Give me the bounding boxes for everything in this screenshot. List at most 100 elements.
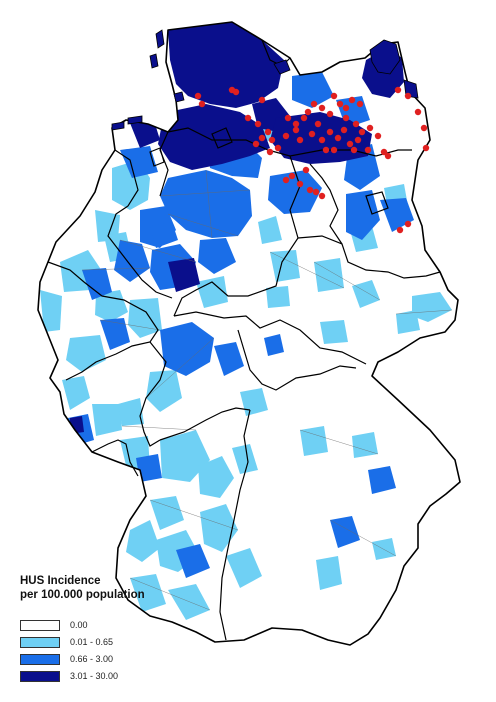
- legend-label: 0.01 - 0.65: [70, 637, 114, 647]
- outbreak-point: [264, 128, 272, 136]
- districts-class-0-01-0-65: [40, 60, 452, 620]
- outbreak-point: [380, 148, 388, 156]
- district-area: [160, 170, 252, 238]
- district-area: [214, 342, 244, 376]
- outbreak-point: [330, 92, 338, 100]
- legend-swatch: [20, 653, 60, 665]
- district-area: [114, 240, 150, 282]
- legend-label: 0.00: [70, 620, 88, 630]
- district-area: [258, 216, 282, 244]
- outbreak-point: [268, 136, 276, 144]
- district-area: [146, 370, 182, 412]
- district-area: [100, 318, 130, 350]
- legend-swatch: [20, 636, 60, 648]
- outbreak-point: [342, 104, 350, 112]
- district-area: [396, 310, 420, 334]
- outbreak-point: [232, 88, 240, 96]
- outbreak-point: [254, 120, 262, 128]
- outbreak-point: [384, 152, 392, 160]
- national-border: [37, 21, 461, 646]
- district-area: [168, 22, 284, 108]
- district-area: [314, 258, 344, 292]
- island: [127, 115, 143, 125]
- outbreak-points: [194, 86, 430, 234]
- outbreak-point: [292, 120, 300, 128]
- district-area: [196, 276, 228, 308]
- city-state-boundary: [365, 191, 389, 215]
- outbreak-point: [358, 128, 366, 136]
- district-area: [158, 104, 270, 170]
- legend-subtitle: per 100.000 population: [20, 589, 145, 601]
- district-area: [118, 398, 144, 426]
- legend-title: HUS Incidence: [20, 575, 101, 587]
- legend-item-3-01-30-00: 3.01 - 30.00: [20, 669, 118, 683]
- state-boundary-line: [139, 341, 167, 447]
- district-area: [128, 298, 162, 338]
- state-boundary-line: [219, 409, 251, 641]
- outbreak-point: [364, 146, 372, 154]
- island: [173, 91, 185, 103]
- state-boundary-line: [159, 407, 251, 441]
- outbreak-point: [336, 100, 344, 108]
- district-area: [168, 258, 200, 292]
- state-boundaries: [47, 39, 441, 641]
- outbreak-point: [252, 140, 260, 148]
- outbreak-point: [314, 120, 322, 128]
- district-area: [226, 548, 262, 588]
- fehmarn-island: [273, 59, 291, 75]
- state-boundary-line: [47, 261, 159, 381]
- outbreak-point: [310, 100, 318, 108]
- district-area: [368, 466, 396, 494]
- outbreak-point: [350, 146, 358, 154]
- outbreak-point: [404, 220, 412, 228]
- outbreak-point: [300, 114, 308, 122]
- district-area: [266, 286, 290, 308]
- outbreak-point: [326, 110, 334, 118]
- outbreak-point: [340, 126, 348, 134]
- outbreak-point: [348, 96, 356, 104]
- outbreak-point: [258, 96, 266, 104]
- district-area: [264, 334, 284, 356]
- district-area: [168, 584, 210, 620]
- outbreak-point: [296, 136, 304, 144]
- district-area: [200, 504, 238, 552]
- north-sea-islands: [111, 29, 185, 131]
- district-area: [150, 222, 178, 248]
- outbreak-point: [342, 114, 350, 122]
- outbreak-point: [330, 146, 338, 154]
- district-area: [352, 432, 378, 458]
- district-area: [120, 146, 158, 178]
- state-boundary-line: [173, 155, 301, 317]
- district-area: [292, 72, 334, 108]
- district-area: [126, 520, 160, 562]
- outbreak-point: [318, 136, 326, 144]
- district-area: [268, 170, 322, 214]
- state-boundary-line: [297, 235, 441, 279]
- outbreak-point: [414, 108, 422, 116]
- outbreak-point: [318, 192, 326, 200]
- outbreak-point: [288, 172, 296, 180]
- state-boundary-line: [173, 311, 367, 365]
- district-area: [198, 238, 236, 274]
- outbreak-point: [302, 166, 310, 174]
- district-area: [300, 426, 328, 456]
- outbreak-point: [322, 146, 330, 154]
- outbreak-point: [404, 92, 412, 100]
- island: [111, 121, 125, 131]
- rugen-island: [369, 39, 401, 75]
- outbreak-point: [306, 186, 314, 194]
- district-area: [160, 322, 214, 376]
- state-boundary-line: [91, 439, 139, 477]
- outbreak-point: [258, 134, 266, 142]
- legend-item-0-01-0-65: 0.01 - 0.65: [20, 635, 113, 649]
- district-area: [66, 335, 106, 372]
- outbreak-point: [422, 144, 430, 152]
- district-area: [320, 320, 348, 344]
- outbreak-point: [352, 120, 360, 128]
- outbreak-point: [374, 132, 382, 140]
- outbreak-point: [296, 180, 304, 188]
- district-area: [130, 574, 166, 612]
- map-legend: HUS Incidence per 100.000 population 0.0…: [20, 574, 220, 686]
